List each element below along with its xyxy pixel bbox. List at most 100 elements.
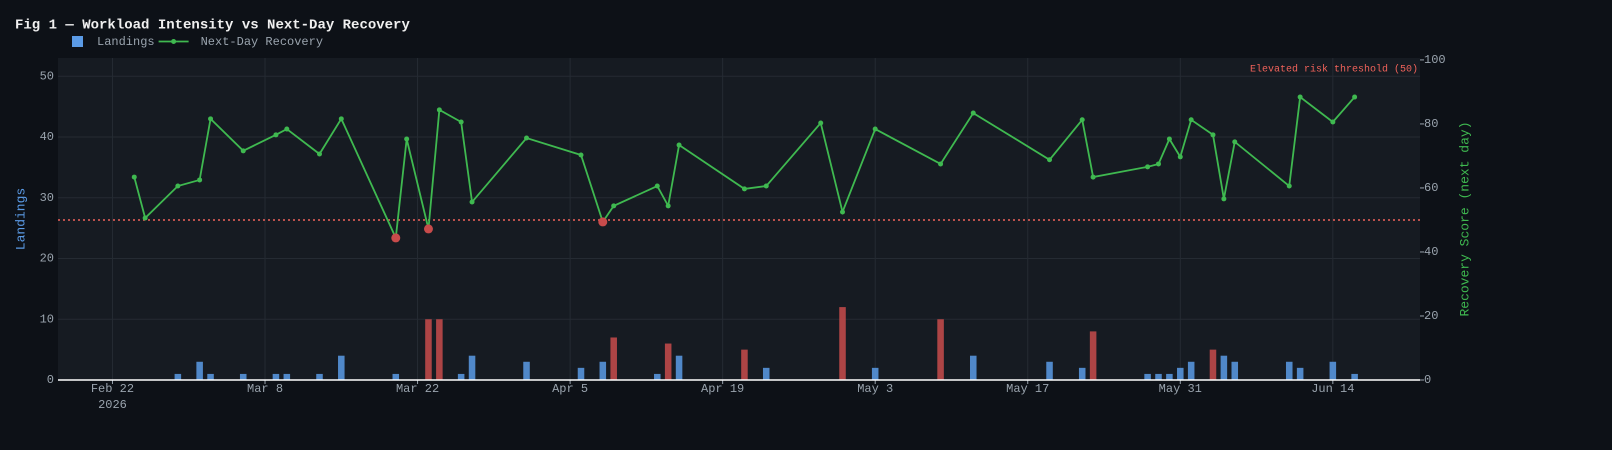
bar	[839, 307, 846, 380]
point	[131, 174, 137, 180]
bar	[1155, 373, 1162, 380]
bar	[610, 337, 617, 380]
bar	[1089, 331, 1097, 380]
bar	[969, 355, 977, 380]
point	[741, 186, 747, 192]
bar	[239, 373, 247, 380]
point	[273, 132, 279, 138]
x-tick-label: Mar 22	[396, 382, 439, 396]
y-tick-label: 30	[40, 191, 54, 205]
bar	[392, 373, 400, 380]
bar	[1144, 373, 1151, 380]
bar	[1078, 367, 1086, 380]
risk-point	[391, 233, 401, 243]
threshold-label: Elevated risk threshold (50)	[1250, 64, 1418, 76]
bar	[272, 373, 280, 380]
bar	[664, 343, 672, 380]
x-tick-label: May 3	[857, 382, 893, 396]
point	[654, 183, 660, 189]
point	[578, 152, 584, 158]
y2-axis-title: Recovery Score (next day)	[1457, 121, 1472, 316]
bar	[316, 373, 323, 380]
bar	[1166, 373, 1173, 380]
y-tick-label: 0	[47, 373, 54, 387]
point	[1145, 164, 1151, 170]
bar	[425, 319, 432, 380]
point	[938, 161, 944, 167]
point	[840, 209, 846, 215]
legend-swatch	[72, 36, 83, 47]
x-tick-label: Apr 5	[552, 382, 588, 396]
point	[611, 203, 617, 209]
bar	[338, 355, 345, 380]
y2-tick-label: 40	[1424, 245, 1438, 259]
point	[1210, 132, 1216, 138]
bar	[457, 373, 465, 380]
bar	[196, 361, 203, 380]
point	[676, 142, 682, 148]
point	[970, 110, 976, 116]
y2-tick-label: 60	[1424, 181, 1438, 195]
bar	[577, 367, 585, 380]
bar	[1329, 361, 1337, 380]
point	[197, 177, 203, 183]
x-tick-label: Mar 8	[247, 382, 283, 396]
x-tick-label: Feb 22	[91, 382, 134, 396]
point	[1155, 161, 1161, 167]
bar	[1177, 367, 1184, 380]
bar	[523, 361, 530, 380]
point	[142, 215, 148, 221]
bar	[599, 361, 607, 380]
y2-tick-label: 100	[1424, 53, 1446, 67]
x-tick-label: May 17	[1006, 382, 1049, 396]
y-tick-label: 10	[40, 312, 54, 326]
point	[1330, 119, 1336, 125]
point	[1232, 139, 1238, 145]
legend-label: Landings	[97, 35, 155, 49]
point	[1297, 94, 1303, 100]
bar	[1220, 355, 1228, 380]
point	[1047, 157, 1053, 163]
bar	[741, 349, 748, 380]
point	[665, 203, 671, 209]
plot-area	[58, 58, 1420, 380]
point	[1221, 196, 1227, 202]
point	[1079, 117, 1085, 123]
bar	[1209, 349, 1217, 380]
point	[1090, 174, 1096, 180]
point	[872, 126, 878, 132]
bar	[1231, 361, 1239, 380]
x-tick-label: May 31	[1159, 382, 1202, 396]
point	[404, 136, 410, 142]
bar	[1187, 361, 1195, 380]
bar	[654, 373, 661, 380]
y-tick-label: 40	[40, 130, 54, 144]
legend-swatch	[171, 39, 177, 44]
y2-tick-label: 0	[1424, 373, 1431, 387]
y-tick-label: 50	[40, 69, 54, 83]
point	[1352, 94, 1358, 100]
point	[175, 183, 181, 189]
x-tick-label: Jun 14	[1311, 382, 1354, 396]
bar	[1285, 361, 1293, 380]
point	[208, 116, 214, 122]
point	[1188, 117, 1194, 123]
bar	[436, 319, 443, 380]
x-tick-label: Apr 19	[701, 382, 744, 396]
bar	[174, 373, 182, 380]
bar	[283, 373, 291, 380]
y-tick-label: 20	[40, 252, 54, 266]
point	[818, 120, 824, 126]
bar	[1046, 361, 1053, 380]
bar	[468, 355, 476, 380]
point	[1177, 154, 1183, 160]
chart-title: Fig 1 — Workload Intensity vs Next-Day R…	[15, 18, 410, 34]
point	[524, 135, 530, 141]
bar	[1351, 373, 1358, 380]
point	[763, 183, 769, 189]
y2-tick-label: 20	[1424, 309, 1438, 323]
bar	[207, 373, 214, 380]
point	[1166, 136, 1172, 142]
point	[436, 107, 442, 113]
